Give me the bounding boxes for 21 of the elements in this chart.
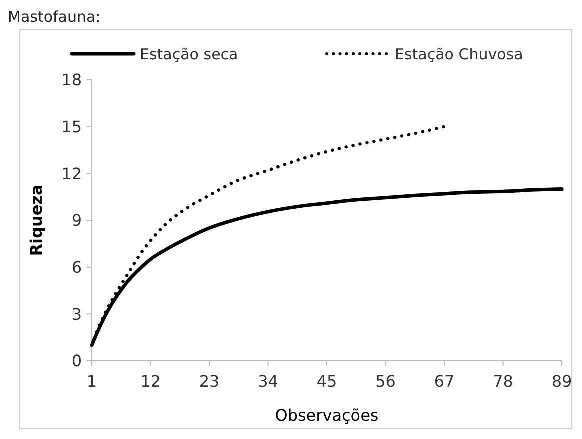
y-tick-label: 15 [62,117,82,136]
x-tick-label: 45 [316,372,338,391]
x-tick-label: 12 [140,372,161,391]
x-axis-title: Observações [275,406,379,425]
legend-label: Estação Chuvosa [395,45,524,64]
y-tick-label: 6 [72,258,82,277]
chart-title: Mastofauna: [8,8,101,26]
x-tick-label: 56 [376,372,396,391]
y-tick-label: 0 [72,352,82,371]
x-tick-label: 78 [493,372,514,391]
x-tick-label: 23 [199,372,220,391]
x-tick-label: 89 [552,372,572,391]
y-axis-title: Riqueza [27,184,46,256]
y-tick-label: 9 [72,211,82,230]
x-tick-label: 67 [434,372,455,391]
x-tick-label: 34 [258,372,278,391]
legend-label: Estação seca [140,45,238,64]
x-tick-label: 1 [86,372,98,391]
y-tick-label: 18 [62,70,82,90]
y-tick-label: 12 [62,164,82,184]
y-tick-label: 3 [72,304,82,324]
